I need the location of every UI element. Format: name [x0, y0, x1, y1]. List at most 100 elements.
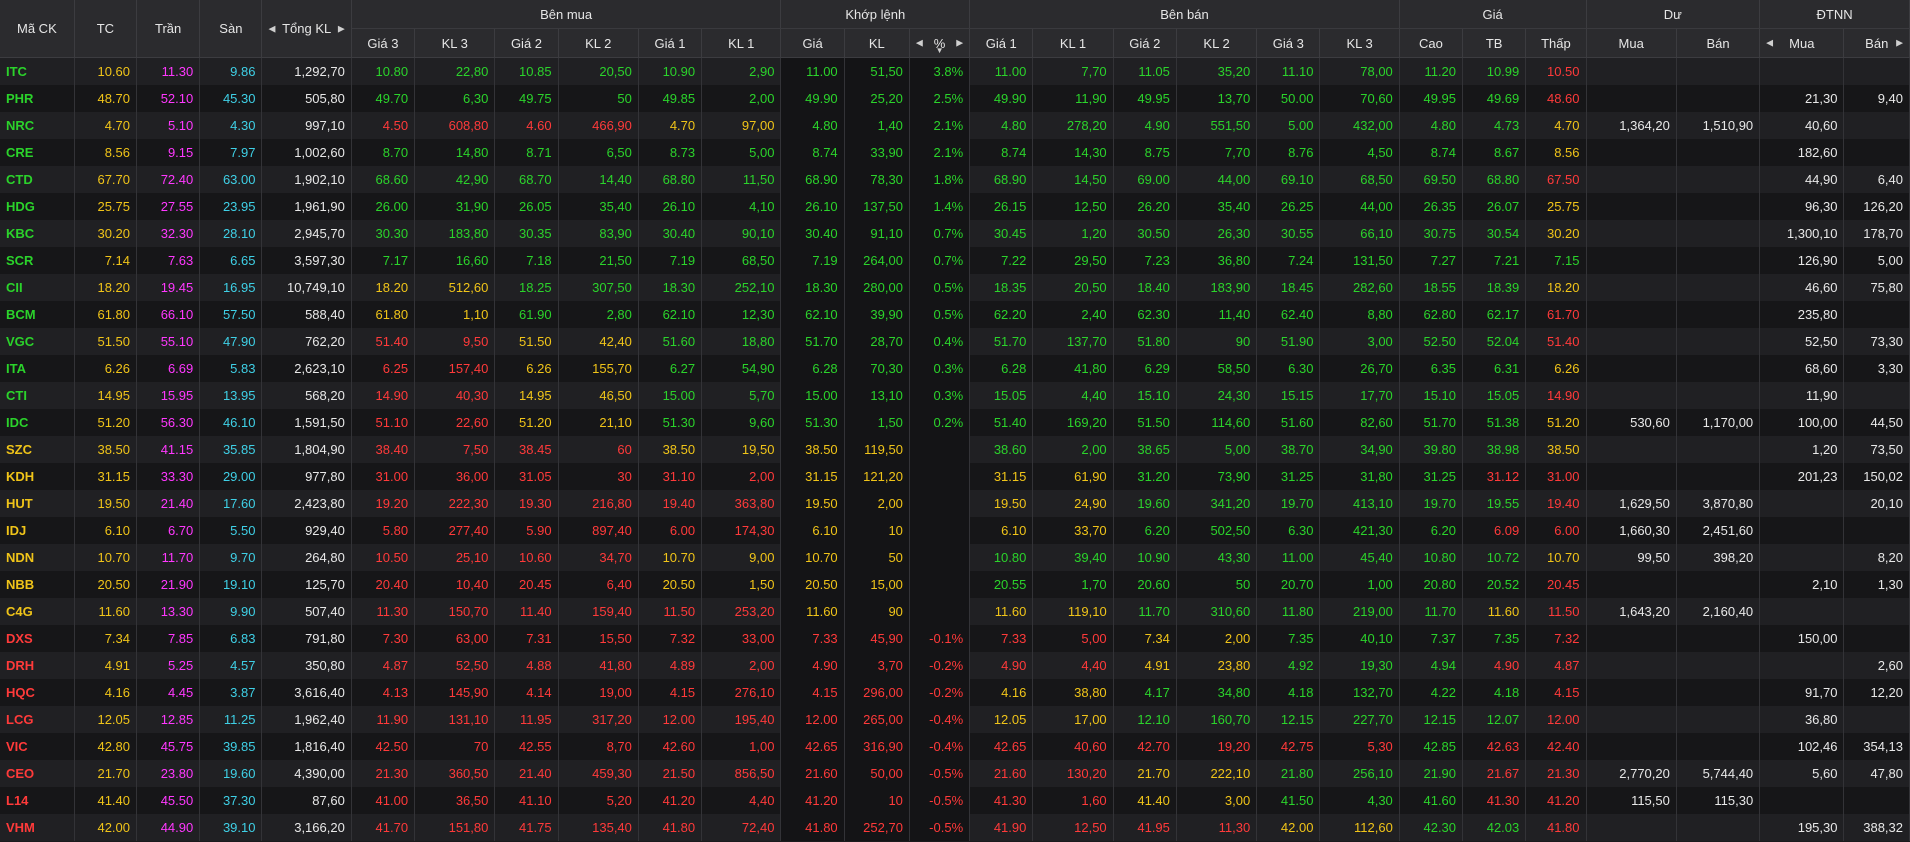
caret-right-icon[interactable]: ▶: [956, 37, 964, 48]
table-row[interactable]: ITA 6.26 6.69 5.83 2,623,10 6.25 157,40 6.26 155…: [0, 355, 1910, 382]
header-sell-price-3[interactable]: Giá 3: [1256, 28, 1321, 58]
header-sell-price-1[interactable]: Giá 1: [969, 28, 1034, 58]
caret-left-icon[interactable]: ◀: [1766, 37, 1774, 48]
cell-sym[interactable]: KBC: [0, 220, 75, 247]
table-row[interactable]: DXS 7.34 7.85 6.83 791,80 7.30 63,00 7.31 15,50 7…: [0, 625, 1910, 652]
header-remain-sell[interactable]: Bán: [1676, 28, 1761, 58]
table-row[interactable]: IDC 51.20 56.30 46.10 1,591,50 51.10 22,60 51.2…: [0, 409, 1910, 436]
cell-tc: 42.80: [74, 733, 138, 760]
cell-sym[interactable]: CII: [0, 274, 75, 301]
table-row[interactable]: CEO 21.70 23.80 19.60 4,390,00 21.30 360,50 21.…: [0, 760, 1910, 787]
cell-sym[interactable]: LCG: [0, 706, 75, 733]
cell-sym[interactable]: CTI: [0, 382, 75, 409]
header-price-high[interactable]: Cao: [1399, 28, 1464, 58]
cell-sym[interactable]: HDG: [0, 193, 75, 220]
table-row[interactable]: C4G 11.60 13.30 9.90 507,40 11.30 150,70 11.40 1…: [0, 598, 1910, 625]
header-buy-price-1[interactable]: Giá 1: [638, 28, 703, 58]
cell-sym[interactable]: NDN: [0, 544, 75, 571]
header-match-price[interactable]: Giá: [780, 28, 845, 58]
table-row[interactable]: L14 41.40 45.50 37.30 87,60 41.00 36,50 41.10 5,…: [0, 787, 1910, 814]
cell-sk1: 5,00: [1032, 625, 1114, 652]
cell-sym[interactable]: CTD: [0, 166, 75, 193]
header-sell-price-2[interactable]: Giá 2: [1113, 28, 1177, 58]
cell-sym[interactable]: SCR: [0, 247, 75, 274]
header-remain-buy[interactable]: Mua: [1586, 28, 1677, 58]
caret-left-icon[interactable]: ◀: [915, 37, 923, 48]
caret-left-icon[interactable]: ◀: [268, 23, 276, 33]
table-row[interactable]: NRC 4.70 5.10 4.30 997,10 4.50 608,80 4.60 466,9…: [0, 112, 1910, 139]
table-row[interactable]: HDG 25.75 27.55 23.95 1,961,90 26.00 31,90 26.0…: [0, 193, 1910, 220]
cell-sym[interactable]: VHM: [0, 814, 75, 841]
table-row[interactable]: CRE 8.56 9.15 7.97 1,002,60 8.70 14,80 8.71 6,50…: [0, 139, 1910, 166]
cell-sk2: 19,20: [1176, 733, 1258, 760]
cell-sym[interactable]: NRC: [0, 112, 75, 139]
table-row[interactable]: VGC 51.50 55.10 47.90 762,20 51.40 9,50 51.50 42…: [0, 328, 1910, 355]
cell-sym[interactable]: NBB: [0, 571, 75, 598]
header-buy-price-2[interactable]: Giá 2: [494, 28, 559, 58]
cell-sym[interactable]: VGC: [0, 328, 75, 355]
header-sell-vol-1[interactable]: KL 1: [1032, 28, 1114, 58]
table-row[interactable]: NDN 10.70 11.70 9.70 264,80 10.50 25,10 10.60 34…: [0, 544, 1910, 571]
header-price-avg[interactable]: TB: [1462, 28, 1527, 58]
header-sell-vol-3[interactable]: KL 3: [1319, 28, 1400, 58]
cell-sym[interactable]: DRH: [0, 652, 75, 679]
table-row[interactable]: LCG 12.05 12.85 11.25 1,962,40 11.90 131,10 11.…: [0, 706, 1910, 733]
table-row[interactable]: HUT 19.50 21.40 17.60 2,423,80 19.20 222,30 19.…: [0, 490, 1910, 517]
table-row[interactable]: IDJ 6.10 6.70 5.50 929,40 5.80 277,40 5.90 897,4…: [0, 517, 1910, 544]
table-row[interactable]: CTI 14.95 15.95 13.95 568,20 14.90 40,30 14.95 4…: [0, 382, 1910, 409]
caret-right-icon[interactable]: ▶: [1896, 37, 1903, 48]
cell-sym[interactable]: KDH: [0, 463, 75, 490]
sort-down-icon[interactable]: ▼: [935, 46, 944, 55]
cell-sym[interactable]: IDJ: [0, 517, 75, 544]
cell-sym[interactable]: PHR: [0, 85, 75, 112]
header-foreign-sell[interactable]: Bán ▶: [1843, 28, 1910, 58]
cell-sym[interactable]: L14: [0, 787, 75, 814]
cell-sym[interactable]: HUT: [0, 490, 75, 517]
table-row[interactable]: DRH 4.91 5.25 4.57 350,80 4.87 52,50 4.88 41,80 4…: [0, 652, 1910, 679]
cell-sym[interactable]: DXS: [0, 625, 75, 652]
cell-sym[interactable]: CRE: [0, 139, 75, 166]
header-ceiling-price[interactable]: Trần: [136, 0, 201, 58]
header-sell-vol-2[interactable]: KL 2: [1176, 28, 1258, 58]
header-buy-vol-1[interactable]: KL 1: [701, 28, 782, 58]
table-row[interactable]: PHR 48.70 52.10 45.30 505,80 49.70 6,30 49.75 50…: [0, 85, 1910, 112]
cell-sym[interactable]: CEO: [0, 760, 75, 787]
header-match-pct[interactable]: ◀ % ▼ ▶: [909, 28, 971, 58]
cell-sym[interactable]: BCM: [0, 301, 75, 328]
header-buy-vol-3[interactable]: KL 3: [414, 28, 496, 58]
table-row[interactable]: NBB 20.50 21.90 19.10 125,70 20.40 10,40 20.45 6…: [0, 571, 1910, 598]
caret-right-icon[interactable]: ▶: [337, 23, 345, 33]
cell-pct: 0.4%: [909, 328, 971, 355]
header-match-vol[interactable]: KL: [844, 28, 910, 58]
header-foreign-buy[interactable]: ◀ Mua: [1759, 28, 1845, 58]
table-row[interactable]: KDH 31.15 33.30 29.00 977,80 31.00 36,00 31.05 3…: [0, 463, 1910, 490]
cell-sym[interactable]: VIC: [0, 733, 75, 760]
header-buy-vol-2[interactable]: KL 2: [558, 28, 639, 58]
cell-sym[interactable]: C4G: [0, 598, 75, 625]
cell-sym[interactable]: IDC: [0, 409, 75, 436]
cell-sym[interactable]: SZC: [0, 436, 75, 463]
table-row[interactable]: ITC 10.60 11.30 9.86 1,292,70 10.80 22,80 10.85…: [0, 57, 1910, 85]
header-floor-price[interactable]: Sàn: [199, 0, 263, 58]
cell-thap: 4.87: [1525, 652, 1587, 679]
cell-s3: 6.30: [1256, 355, 1321, 382]
header-total-volume[interactable]: ◀ Tổng KL ▶: [261, 0, 352, 58]
cell-dm: [1586, 166, 1677, 193]
table-row[interactable]: VHM 42.00 44.90 39.10 3,166,20 41.70 151,80 41.…: [0, 814, 1910, 841]
header-price-low[interactable]: Thấp: [1525, 28, 1587, 58]
table-row[interactable]: SCR 7.14 7.63 6.65 3,597,30 7.17 16,60 7.18 21,5…: [0, 247, 1910, 274]
cell-sym[interactable]: HQC: [0, 679, 75, 706]
cell-sym[interactable]: ITA: [0, 355, 75, 382]
table-row[interactable]: BCM 61.80 66.10 57.50 588,40 61.80 1,10 61.90 2,…: [0, 301, 1910, 328]
cell-cao: 41.60: [1399, 787, 1464, 814]
table-row[interactable]: VIC 42.80 45.75 39.85 1,816,40 42.50 70 42.55 8,…: [0, 733, 1910, 760]
header-ref-price[interactable]: TC: [74, 0, 138, 58]
table-row[interactable]: HQC 4.16 4.45 3.87 3,616,40 4.13 145,90 4.14 19,…: [0, 679, 1910, 706]
table-row[interactable]: CII 18.20 19.45 16.95 10,749,10 18.20 512,60 18…: [0, 274, 1910, 301]
cell-sym[interactable]: ITC: [0, 57, 75, 85]
header-symbol[interactable]: Mã CK: [0, 0, 75, 58]
table-row[interactable]: SZC 38.50 41.15 35.85 1,804,90 38.40 7,50 38.45…: [0, 436, 1910, 463]
header-buy-price-3[interactable]: Giá 3: [351, 28, 416, 58]
table-row[interactable]: KBC 30.20 32.30 28.10 2,945,70 30.30 183,80 30.…: [0, 220, 1910, 247]
table-row[interactable]: CTD 67.70 72.40 63.00 1,902,10 68.60 42,90 68.7…: [0, 166, 1910, 193]
